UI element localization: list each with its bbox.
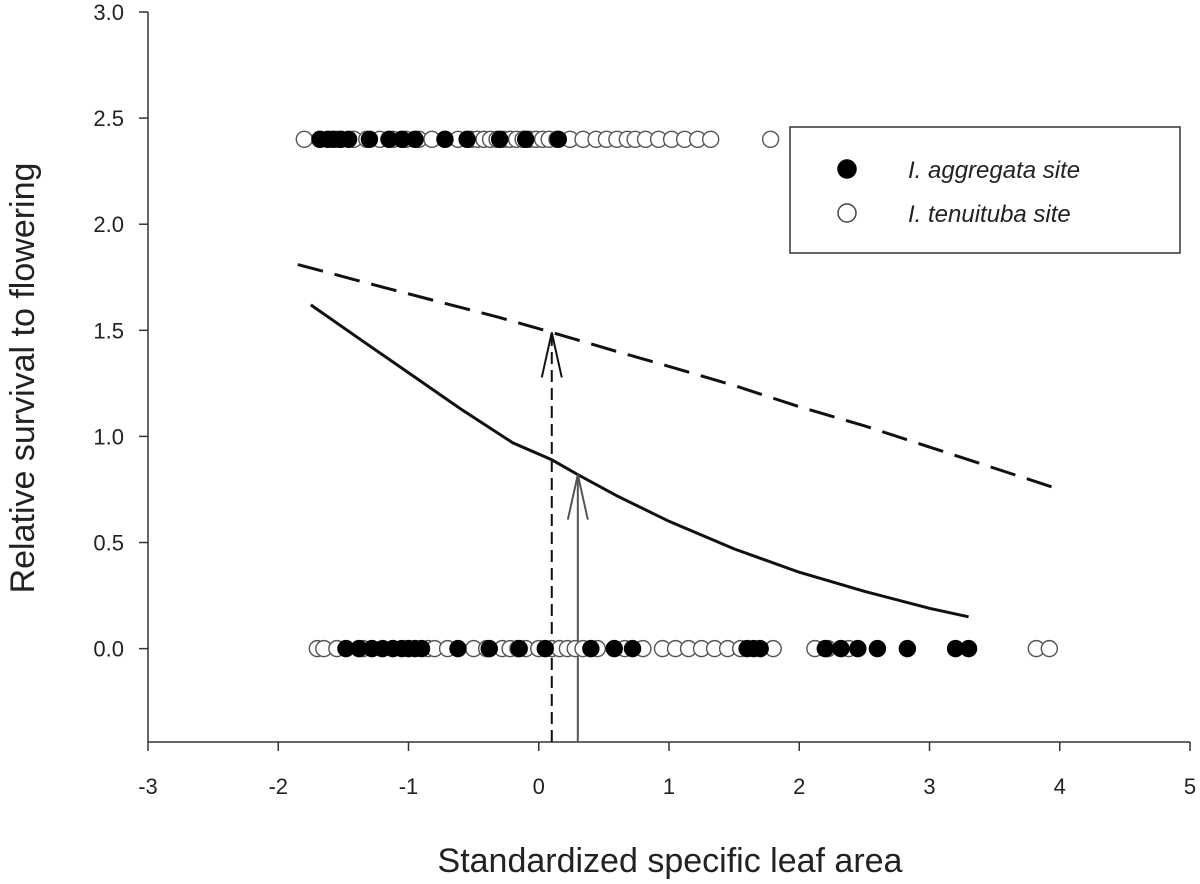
legend: I. aggregata site I. tenuituba site	[789, 126, 1181, 254]
point-aggregata	[360, 130, 379, 149]
legend-label-tenuituba: I. tenuituba site	[908, 201, 1071, 228]
legend-box	[789, 126, 1181, 254]
solid-curve	[309, 303, 969, 619]
y-axis-title: Relative survival to flowering	[4, 163, 42, 594]
legend-marker-aggregata	[837, 159, 857, 179]
point-aggregata	[412, 639, 431, 658]
x-tick-label: -3	[138, 774, 158, 799]
x-tick-label: 3	[923, 774, 935, 799]
legend-marker-tenuituba	[837, 203, 857, 223]
point-aggregata	[406, 130, 424, 149]
point-aggregata	[458, 130, 476, 149]
point-aggregata	[436, 130, 454, 149]
point-aggregata	[959, 639, 978, 658]
y-tick-label: 2.0	[93, 212, 124, 237]
y-tick-label: 0.0	[93, 637, 124, 662]
point-aggregata	[751, 639, 769, 658]
y-tick-label: 3.0	[93, 0, 124, 25]
point-aggregata	[510, 639, 528, 658]
x-tick-label: -1	[399, 774, 419, 799]
x-tick-label: 1	[663, 774, 675, 799]
x-tick-label: 4	[1054, 774, 1066, 799]
point-aggregata	[549, 130, 567, 149]
dashed-curve	[297, 263, 1061, 491]
point-aggregata	[517, 130, 535, 149]
point-aggregata	[449, 639, 467, 658]
data-points	[295, 130, 1059, 658]
dashed-arrow-head	[540, 332, 563, 378]
point-aggregata	[623, 639, 642, 658]
y-axis: 0.0 0.5 1.0 1.5 2.0 2.5 3.0	[93, 0, 148, 662]
y-tick-label: 1.0	[93, 424, 124, 449]
x-tick-label: 2	[793, 774, 805, 799]
point-aggregata	[339, 130, 358, 149]
point-aggregata	[490, 130, 509, 149]
point-aggregata	[849, 639, 867, 658]
fitted-curves	[297, 263, 1061, 619]
x-tick-label: 5	[1184, 774, 1196, 799]
point-aggregata	[898, 639, 917, 658]
point-tenuituba	[761, 130, 780, 149]
point-tenuituba	[701, 130, 720, 149]
point-aggregata	[868, 639, 887, 658]
y-tick-label: 0.5	[93, 531, 124, 556]
x-axis: -3 -2 -1 0 1 2 3 4 5	[138, 742, 1196, 799]
point-aggregata	[816, 639, 834, 658]
point-aggregata	[582, 639, 600, 658]
x-tick-label: -2	[268, 774, 288, 799]
plot-area	[147, 12, 1190, 743]
point-aggregata	[536, 639, 554, 658]
point-aggregata	[832, 639, 850, 658]
y-tick-label: 2.5	[93, 106, 124, 131]
legend-label-aggregata: I. aggregata site	[908, 157, 1080, 184]
x-tick-label: 0	[533, 774, 545, 799]
y-tick-label: 1.5	[93, 318, 124, 343]
point-tenuituba	[295, 130, 313, 149]
point-aggregata	[605, 639, 623, 658]
point-aggregata	[480, 639, 498, 658]
point-tenuituba	[1040, 639, 1059, 658]
arrows	[540, 332, 589, 742]
solid-arrow-head	[566, 474, 589, 520]
x-axis-title: Standardized specific leaf area	[438, 842, 903, 880]
